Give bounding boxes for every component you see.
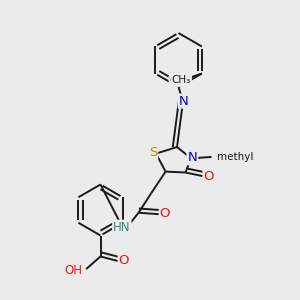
Text: O: O [119, 254, 129, 267]
Text: CH₃: CH₃ [169, 76, 189, 86]
Text: S: S [149, 146, 157, 159]
Text: OH: OH [64, 264, 82, 277]
Text: N: N [179, 94, 188, 108]
Text: N: N [188, 151, 197, 164]
Text: methyl: methyl [218, 152, 254, 162]
Text: methyl: methyl [218, 152, 254, 162]
Text: HN: HN [113, 220, 130, 234]
Text: O: O [204, 170, 214, 183]
Text: CH₃: CH₃ [172, 75, 191, 85]
Text: O: O [160, 207, 170, 220]
Text: methyl: methyl [217, 152, 253, 162]
